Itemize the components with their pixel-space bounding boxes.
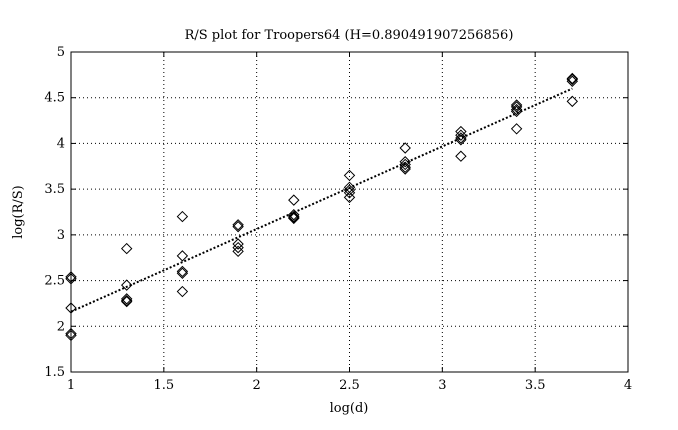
x-tick-label: 2.5 [339,378,360,393]
data-point [232,245,244,258]
data-point [176,267,189,279]
data-point [232,241,244,254]
y-tick-label: 3.5 [44,182,65,197]
y-tick-label: 1.5 [44,365,65,380]
data-point [566,75,579,87]
data-point [399,161,411,173]
y-tick-label: 3 [57,228,65,243]
data-point [120,242,133,255]
data-point [510,99,523,111]
y-tick-label: 2 [57,319,65,334]
data-point [232,238,244,250]
data-point [120,293,133,305]
data-point [566,72,579,85]
data-point [288,212,300,225]
data-point [176,250,189,262]
data-point [120,279,133,291]
y-axis-label: log(R/S) [11,185,26,239]
data-point [455,134,467,146]
data-point [566,73,579,86]
x-tick-label: 3.5 [525,378,546,393]
data-point [399,163,411,175]
y-tick-label: 4 [57,136,65,151]
data-point [232,219,244,231]
data-point [399,142,411,154]
data-point [288,210,300,223]
grid-lines [71,52,628,372]
y-tick-labels: 1.5 2 2.5 3 3.5 4 4.5 5 [44,45,65,380]
data-point [455,150,467,162]
data-point [566,95,579,108]
chart-title: R/S plot for Troopers64 (H=0.89049190725… [185,28,514,43]
fit-line [70,87,573,313]
data-points [65,72,579,342]
data-point [510,103,523,116]
data-point [176,285,189,298]
data-point [288,209,300,221]
data-point [343,169,356,182]
y-tick-label: 2.5 [44,274,65,289]
data-point [343,191,356,204]
y-tick-label: 4.5 [44,91,65,106]
data-point [510,105,523,118]
data-point [455,132,467,144]
data-point [288,211,300,224]
x-tick-label: 3 [438,378,446,393]
x-axis-label: log(d) [330,401,369,416]
y-tick-label: 5 [57,45,65,60]
x-tick-label: 4 [624,378,632,393]
data-point [288,194,300,206]
data-point [455,125,467,138]
data-point [176,210,189,223]
data-point [176,265,189,278]
data-point [510,123,523,135]
x-tick-label: 1.5 [153,378,174,393]
data-point [343,184,356,196]
data-point [120,294,133,307]
x-tick-label: 2 [253,378,261,393]
data-point [510,101,523,113]
tick-marks [70,51,629,373]
x-tick-label: 1 [67,378,75,393]
data-point [399,158,411,171]
data-point [455,129,467,141]
data-point [120,295,133,308]
data-point [343,187,356,199]
x-tick-labels: 1 1.5 2 2.5 3 3.5 4 [67,378,632,393]
fit-line-group [70,87,573,313]
data-point [232,220,244,233]
data-point [399,156,411,168]
